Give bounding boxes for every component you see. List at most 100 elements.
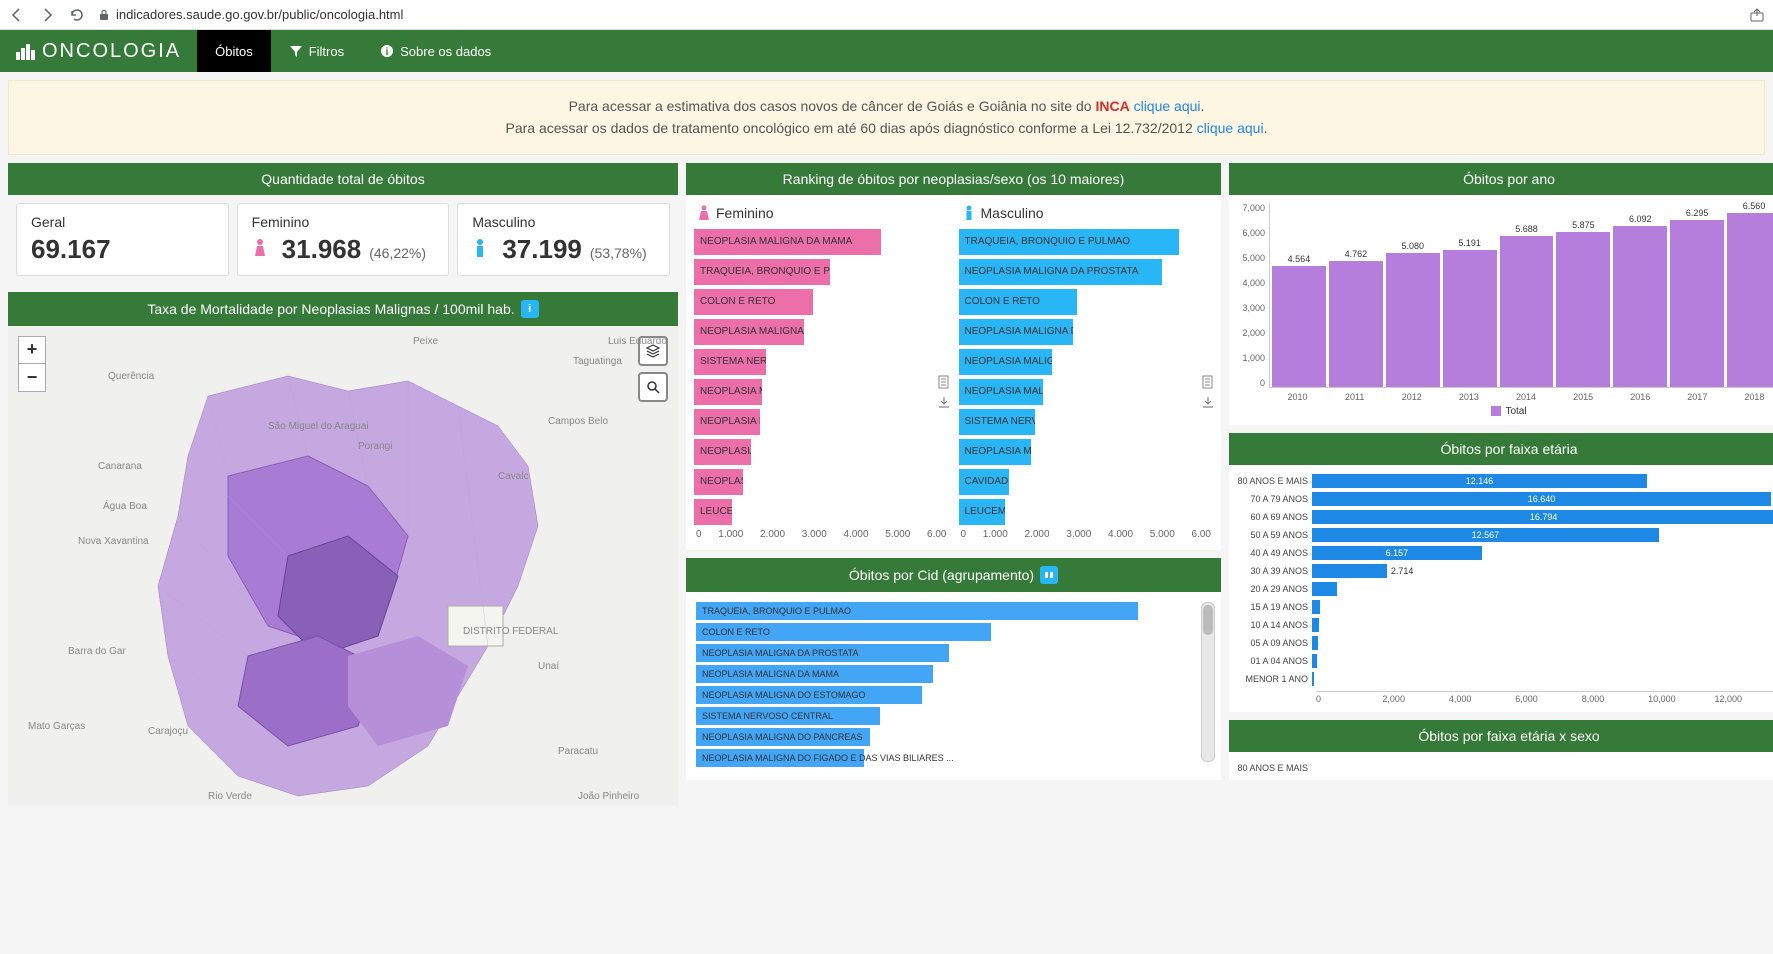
cid-bar[interactable]: NEOPLASIA MALIGNA DA PROSTATA	[696, 644, 1211, 662]
male-icon	[472, 238, 488, 258]
zoom-out-button[interactable]: −	[18, 364, 46, 392]
ranking-bar[interactable]: SISTEMA NERVOSO CENTRAL	[959, 409, 1214, 435]
cid-bar[interactable]: NEOPLASIA MALIGNA DA MAMA	[696, 665, 1211, 683]
year-bar[interactable]: 6.092	[1613, 226, 1667, 387]
download-icon[interactable]	[937, 395, 951, 409]
lock-icon	[98, 9, 110, 21]
brand[interactable]: ONCOLOGIA	[0, 40, 197, 63]
ranking-bar[interactable]: CAVIDADE ORAL	[959, 469, 1214, 495]
map-city-label: Água Boa	[103, 501, 147, 512]
map-city-label: Porangi	[358, 441, 392, 452]
age-row[interactable]: 80 ANOS E MAIS12.146	[1237, 473, 1773, 489]
age-row[interactable]: 20 A 29 ANOS	[1237, 581, 1773, 597]
year-bar[interactable]: 5.688	[1500, 236, 1554, 386]
cid-bar[interactable]: NEOPLASIA MALIGNA DO ESTOMAGO	[696, 686, 1211, 704]
age-row[interactable]: 15 A 19 ANOS	[1237, 599, 1773, 615]
forward-button[interactable]	[38, 6, 56, 24]
tab-sobre[interactable]: i Sobre os dados	[362, 30, 509, 72]
map-city-label: Paracatu	[558, 746, 598, 757]
age-row[interactable]: 60 A 69 ANOS16.794	[1237, 509, 1773, 525]
ranking-bar[interactable]: COLON E RETO	[959, 289, 1214, 315]
age-chart: 80 ANOS E MAIS12.146 70 A 79 ANOS16.640 60…	[1229, 465, 1773, 712]
map-city-label: Taguatinga	[573, 356, 622, 367]
tab-obitos[interactable]: Óbitos	[197, 30, 271, 72]
ranking-fem: Feminino NEOPLASIA MALIGNA DA MAMATRAQUE…	[694, 205, 949, 540]
year-bar[interactable]: 4.762	[1329, 261, 1383, 387]
age-row[interactable]: 40 A 49 ANOS6.157	[1237, 545, 1773, 561]
map-city-label: Unaí	[538, 661, 559, 672]
map[interactable]: + −	[8, 326, 678, 806]
svg-text:i: i	[386, 47, 389, 58]
ranking-bar[interactable]: SISTEMA NERVOSO CENTRAL	[694, 349, 949, 375]
col-right: Óbitos por ano 7,0006,0005,0004,0003,000…	[1229, 163, 1773, 806]
ranking-bar[interactable]: NEOPLASIA MALIGNA DO COLO DO...	[694, 319, 949, 345]
link-inca[interactable]: clique aqui	[1134, 98, 1201, 114]
back-button[interactable]	[8, 6, 26, 24]
ranking-bar[interactable]: NEOPLASIA MALIGNA DO OVARIO	[694, 439, 949, 465]
reload-button[interactable]	[68, 6, 86, 24]
ranking-bar[interactable]: NEOPLASIA MALIGNA DO ESTOMA...	[694, 409, 949, 435]
ranking-bar[interactable]: NEOPLASIA MALIGNA DO ESOFAGO	[959, 349, 1214, 375]
ranking-bar[interactable]: TRAQUEIA, BRONQUIO E PULMAO	[694, 259, 949, 285]
ranking-masc: Masculino TRAQUEIA, BRONQUIO E PULMAONEO…	[959, 205, 1214, 540]
age-row[interactable]: 10 A 14 ANOS	[1237, 617, 1773, 633]
toggle-badge[interactable]	[1040, 566, 1058, 584]
map-city-label: Luis Eduardo	[608, 336, 667, 347]
cid-scrollbar[interactable]	[1201, 602, 1215, 762]
year-bar[interactable]: 5.080	[1386, 253, 1440, 387]
ranking-bar[interactable]: NEOPLASIA MALIGNA DO PANCRE...	[694, 379, 949, 405]
map-city-label: Carajoçu	[148, 726, 188, 737]
download-icon[interactable]	[1201, 395, 1215, 409]
year-bar[interactable]: 6.295	[1670, 220, 1724, 386]
tab-filtros[interactable]: Filtros	[271, 30, 362, 72]
url-bar[interactable]: indicadores.saude.go.gov.br/public/oncol…	[98, 7, 1737, 22]
age-row[interactable]: 01 A 04 ANOS	[1237, 653, 1773, 669]
year-bar[interactable]: 5.191	[1443, 250, 1497, 387]
stat-masculino: Masculino 37.199 (53,78%)	[457, 203, 670, 276]
browser-chrome: indicadores.saude.go.gov.br/public/oncol…	[0, 0, 1773, 30]
map-city-label: São Miguel do Araguai	[268, 421, 369, 432]
year-bar[interactable]: 6.560	[1727, 213, 1773, 386]
year-chart: 7,0006,0005,0004,0003,0002,0001,0000 4.5…	[1229, 195, 1773, 425]
ranking-header: Ranking de óbitos por neoplasias/sexo (o…	[686, 163, 1221, 195]
doc-icon[interactable]	[1201, 375, 1215, 389]
ranking-bar[interactable]: LEUCEMIAS	[694, 499, 949, 525]
year-bar[interactable]: 5.875	[1556, 232, 1610, 387]
cid-bar[interactable]: TRAQUEIA, BRONQUIO E PULMAO	[696, 602, 1211, 620]
age-row[interactable]: 30 A 39 ANOS2.714	[1237, 563, 1773, 579]
map-search-button[interactable]	[638, 372, 668, 402]
ranking-bar[interactable]: NEOPLASIA MALIGNA DO PANCRE...	[959, 439, 1214, 465]
link-lei[interactable]: clique aqui	[1197, 120, 1264, 136]
age-row[interactable]: 70 A 79 ANOS16.640	[1237, 491, 1773, 507]
cid-bar[interactable]: NEOPLASIA MALIGNA DO PANCREAS	[696, 728, 1211, 746]
doc-icon[interactable]	[937, 375, 951, 389]
age-row[interactable]: 50 A 59 ANOS12.567	[1237, 527, 1773, 543]
year-bar[interactable]: 4.564	[1272, 266, 1326, 387]
map-zoom-controls: + −	[18, 336, 46, 392]
map-city-label: Peixe	[413, 336, 438, 347]
ranking-bar[interactable]: LEUCEMIAS	[959, 499, 1214, 525]
age-sex-header: Óbitos por faixa etária x sexo	[1229, 720, 1773, 752]
ranking-bar[interactable]: NEOPLASIA MALIGNA DO ESTOMA...	[959, 319, 1214, 345]
share-icon[interactable]	[1749, 7, 1765, 23]
age-row[interactable]: 05 A 09 ANOS	[1237, 635, 1773, 651]
ranking-bar[interactable]: NEOPLASIA MALIGNA DO FIGADO ...	[959, 379, 1214, 405]
inca-link[interactable]: INCA	[1095, 98, 1129, 114]
ranking-bar[interactable]: NEOPLASIA MALIGNA DO FIGADO ...	[694, 469, 949, 495]
age-row[interactable]: MENOR 1 ANO	[1237, 671, 1773, 687]
ranking-bar[interactable]: COLON E RETO	[694, 289, 949, 315]
cid-header: Óbitos por Cid (agrupamento)	[686, 558, 1221, 592]
ranking-bar[interactable]: TRAQUEIA, BRONQUIO E PULMAO	[959, 229, 1214, 255]
zoom-in-button[interactable]: +	[18, 336, 46, 364]
stat-feminino: Feminino 31.968 (46,22%)	[237, 203, 450, 276]
cid-bar[interactable]: NEOPLASIA MALIGNA DO FIGADO E DAS VIAS B…	[696, 749, 1211, 767]
ranking-bar[interactable]: NEOPLASIA MALIGNA DA MAMA	[694, 229, 949, 255]
ranking-bar[interactable]: NEOPLASIA MALIGNA DA PROSTATA	[959, 259, 1214, 285]
info-badge[interactable]: i	[521, 300, 539, 318]
map-city-label: Canarana	[98, 461, 142, 472]
years-header: Óbitos por ano	[1229, 163, 1773, 195]
cid-bar[interactable]: SISTEMA NERVOSO CENTRAL	[696, 707, 1211, 725]
map-header: Taxa de Mortalidade por Neoplasias Malig…	[8, 292, 678, 326]
map-city-label: Cavalc	[498, 471, 529, 482]
cid-bar[interactable]: COLON E RETO	[696, 623, 1211, 641]
